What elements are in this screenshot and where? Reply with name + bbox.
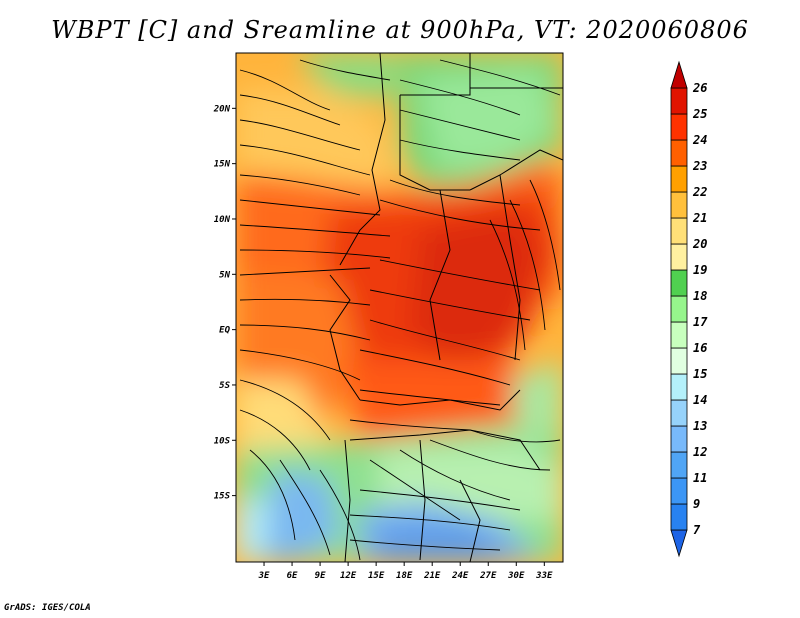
colorbar-swatch (670, 503, 688, 531)
lon-tick-label: 18E (396, 571, 413, 581)
colorbar-label: 22 (692, 185, 707, 199)
longitude-axis: 3E 6E 9E 12E 15E 18E 21E 24E 27E 30E 33E (258, 562, 553, 581)
colorbar-swatch (670, 269, 688, 297)
colorbar-swatch (670, 165, 688, 193)
lon-tick-label: 30E (507, 571, 525, 581)
colorbar-label: 19 (693, 263, 707, 277)
colorbar-label: 14 (693, 393, 707, 407)
colorbar-swatch (670, 87, 688, 115)
lon-tick-label: 24E (451, 571, 469, 581)
colorbar-label: 18 (693, 289, 707, 303)
colorbar-swatch (670, 113, 688, 141)
lon-tick-label: 27E (479, 571, 497, 581)
colorbar-swatch (670, 347, 688, 375)
lat-tick-label: 20N (213, 104, 231, 114)
colorbar-swatch (670, 243, 688, 271)
colorbar-label: 16 (693, 341, 707, 355)
colorbar-label: 25 (692, 107, 707, 121)
lat-tick-label: 10N (214, 215, 231, 225)
colorbar-swatch (670, 60, 688, 89)
streamlines (239, 59, 561, 561)
wbpt-shading (236, 53, 563, 562)
colorbar-swatch (670, 529, 688, 558)
lat-tick-label: 5N (219, 270, 230, 280)
colorbar-swatch (670, 451, 688, 479)
lat-tick-label: 15S (214, 492, 231, 502)
lat-tick-label: EQ (219, 326, 230, 336)
colorbar-label: 15 (693, 367, 707, 381)
lat-tick-label: 10S (214, 436, 231, 446)
colorbar-label: 12 (693, 445, 707, 459)
colorbar-swatch (670, 295, 688, 323)
colorbar-swatch (670, 321, 688, 349)
lat-tick-label: 5S (219, 381, 230, 391)
footer-credit: GrADS: IGES/COLA (4, 603, 91, 613)
lon-tick-label: 12E (340, 571, 357, 581)
lon-tick-label: 3E (258, 571, 270, 581)
colorbar-swatch (670, 139, 688, 167)
map-frame (235, 52, 564, 563)
lat-tick-label: 15N (214, 160, 231, 170)
colorbar: 7 9 11 12 13 14 15 16 17 18 19 20 21 22 23 24 25 26 (670, 60, 708, 558)
colorbar-label: 23 (692, 159, 707, 173)
lon-tick-label: 15E (368, 571, 385, 581)
colorbar-label: 26 (692, 81, 707, 95)
chart-title: WBPT [C] and Sreamline at 900hPa, VT: 20… (51, 16, 749, 44)
colorbar-swatch (670, 191, 688, 219)
lon-tick-label: 21E (423, 571, 441, 581)
colorbar-label: 24 (692, 133, 707, 147)
colorbar-swatch (670, 373, 688, 401)
colorbar-swatch (670, 217, 688, 245)
colorbar-swatch (670, 425, 688, 453)
lon-tick-label: 6E (287, 571, 298, 581)
colorbar-label: 17 (693, 315, 708, 329)
colorbar-label: 11 (693, 471, 707, 485)
lon-tick-label: 33E (535, 571, 553, 581)
colorbar-swatch (670, 399, 688, 427)
colorbar-label: 9 (693, 497, 700, 511)
country-boundaries (329, 53, 563, 562)
latitude-axis: 20N 15N 10N 5N EQ 5S 10S 15S (213, 104, 236, 502)
lon-tick-label: 9E (315, 571, 326, 581)
colorbar-label: 21 (692, 211, 707, 225)
colorbar-label: 7 (693, 523, 701, 537)
colorbar-label: 20 (692, 237, 707, 251)
colorbar-swatch (670, 477, 688, 505)
colorbar-label: 13 (693, 419, 707, 433)
